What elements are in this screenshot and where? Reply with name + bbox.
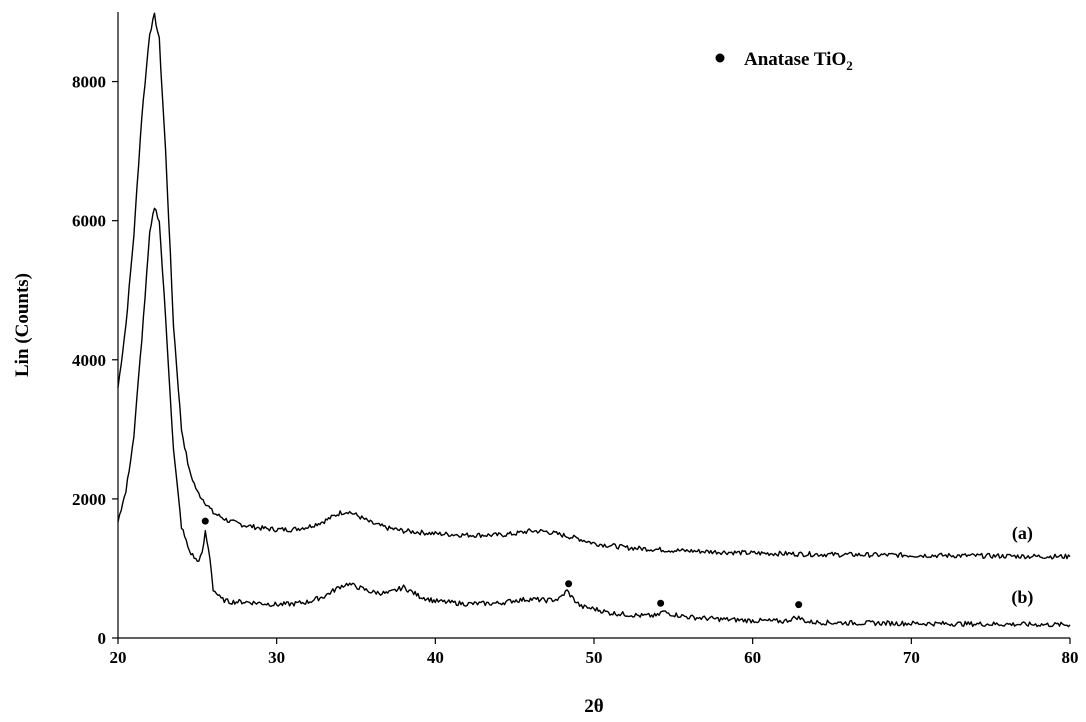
legend-label-subscript: 2 — [846, 58, 853, 73]
curve-labels: (a) (b) — [1011, 523, 1033, 608]
series-line-b — [117, 207, 1071, 628]
y-tick-label: 8000 — [72, 73, 106, 92]
y-ticks: 0 2000 4000 6000 8000 — [72, 73, 118, 648]
legend: Anatase TiO2 — [715, 49, 853, 73]
y-tick-label: 0 — [98, 629, 107, 648]
anatase-peak-marker — [657, 599, 665, 607]
legend-label: Anatase TiO2 — [744, 49, 853, 73]
series-group — [117, 12, 1071, 628]
x-tick-label: 60 — [744, 648, 761, 667]
x-ticks: 20 30 40 50 60 70 80 — [110, 638, 1079, 667]
series-line-a — [117, 12, 1071, 560]
anatase-peak-marker — [201, 517, 209, 525]
legend-dot-icon — [715, 53, 725, 63]
x-axis-title: 2θ — [584, 696, 604, 717]
y-tick-label: 4000 — [72, 351, 106, 370]
x-tick-label: 30 — [268, 648, 285, 667]
x-tick-label: 80 — [1062, 648, 1079, 667]
x-tick-label: 40 — [427, 648, 444, 667]
anatase-peak-marker — [795, 601, 803, 609]
x-tick-label: 20 — [110, 648, 127, 667]
peak-markers — [201, 517, 803, 609]
y-axis-title: Lin (Counts) — [12, 273, 33, 377]
curve-label: (b) — [1011, 587, 1033, 608]
axes — [117, 12, 1070, 639]
curve-label: (a) — [1012, 523, 1033, 544]
y-tick-label: 2000 — [72, 490, 106, 509]
x-tick-label: 70 — [903, 648, 920, 667]
anatase-peak-marker — [565, 580, 573, 588]
y-tick-label: 6000 — [72, 212, 106, 231]
legend-label-main: Anatase TiO — [744, 49, 846, 70]
x-tick-label: 50 — [586, 648, 603, 667]
